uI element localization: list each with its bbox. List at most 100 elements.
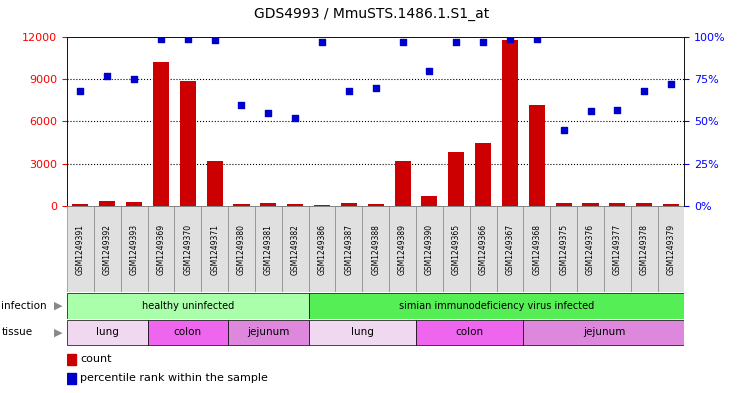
Bar <box>67 293 309 319</box>
Bar <box>67 354 76 365</box>
Text: infection: infection <box>1 301 47 311</box>
Text: GSM1249377: GSM1249377 <box>613 224 622 275</box>
Bar <box>362 206 389 292</box>
Text: GSM1249391: GSM1249391 <box>76 224 85 275</box>
Bar <box>609 203 626 206</box>
Point <box>397 39 408 45</box>
Bar <box>551 206 577 292</box>
Bar <box>67 206 94 292</box>
Bar <box>147 206 174 292</box>
Bar <box>469 206 496 292</box>
Text: GSM1249392: GSM1249392 <box>103 224 112 275</box>
Bar <box>556 203 571 206</box>
Point <box>236 101 248 108</box>
Bar <box>636 203 652 206</box>
Point <box>638 88 650 94</box>
Bar <box>631 206 658 292</box>
Bar <box>523 206 551 292</box>
Bar <box>416 320 523 345</box>
Point <box>370 84 382 91</box>
Text: ▶: ▶ <box>54 301 62 311</box>
Point <box>531 35 543 42</box>
Point <box>450 39 462 45</box>
Bar <box>368 204 384 206</box>
Bar <box>341 203 357 206</box>
Bar <box>604 206 631 292</box>
Bar <box>72 204 89 206</box>
Text: colon: colon <box>455 327 484 338</box>
Bar <box>99 201 115 206</box>
Bar <box>234 204 249 206</box>
Text: GSM1249378: GSM1249378 <box>640 224 649 275</box>
Text: GSM1249387: GSM1249387 <box>344 224 353 275</box>
Text: GSM1249390: GSM1249390 <box>425 224 434 275</box>
Text: healthy uninfected: healthy uninfected <box>141 301 234 311</box>
Bar <box>658 206 684 292</box>
Bar <box>577 206 604 292</box>
Point <box>316 39 328 45</box>
Text: GSM1249365: GSM1249365 <box>452 224 461 275</box>
Point <box>128 76 140 83</box>
Bar <box>443 206 469 292</box>
Bar <box>228 320 309 345</box>
Bar <box>448 152 464 206</box>
Point <box>208 37 220 44</box>
Bar <box>309 293 684 319</box>
Point <box>585 108 597 114</box>
Point <box>155 35 167 42</box>
Bar <box>126 202 142 206</box>
Bar <box>389 206 416 292</box>
Text: jejunum: jejunum <box>247 327 289 338</box>
Bar <box>394 161 411 206</box>
Point <box>101 73 113 79</box>
Bar <box>260 203 276 206</box>
Bar <box>147 320 228 345</box>
Point <box>612 107 623 113</box>
Point <box>423 68 435 74</box>
Text: lung: lung <box>351 327 373 338</box>
Point <box>343 88 355 94</box>
Point <box>558 127 570 133</box>
Text: lung: lung <box>96 327 119 338</box>
Bar <box>523 320 684 345</box>
Bar <box>583 203 599 206</box>
Bar <box>228 206 255 292</box>
Bar <box>496 206 523 292</box>
Point <box>504 35 516 42</box>
Text: GSM1249369: GSM1249369 <box>156 224 165 275</box>
Text: colon: colon <box>173 327 202 338</box>
Bar <box>121 206 147 292</box>
Point <box>477 39 489 45</box>
Bar <box>67 373 76 384</box>
Text: GSM1249376: GSM1249376 <box>586 224 595 275</box>
Bar <box>201 206 228 292</box>
Text: GSM1249367: GSM1249367 <box>505 224 514 275</box>
Bar <box>174 206 201 292</box>
Bar <box>416 206 443 292</box>
Bar <box>282 206 309 292</box>
Point <box>665 81 677 87</box>
Text: GSM1249375: GSM1249375 <box>559 224 568 275</box>
Text: GSM1249379: GSM1249379 <box>667 224 676 275</box>
Text: GSM1249381: GSM1249381 <box>264 224 273 275</box>
Point <box>182 35 193 42</box>
Text: ▶: ▶ <box>54 327 62 338</box>
Bar <box>180 81 196 206</box>
Bar <box>336 206 362 292</box>
Bar <box>663 204 679 206</box>
Text: GSM1249388: GSM1249388 <box>371 224 380 275</box>
Point <box>74 88 86 94</box>
Bar <box>309 320 416 345</box>
Text: count: count <box>80 354 112 364</box>
Bar <box>421 196 437 206</box>
Point <box>263 110 275 116</box>
Text: simian immunodeficiency virus infected: simian immunodeficiency virus infected <box>399 301 594 311</box>
Text: tissue: tissue <box>1 327 33 338</box>
Text: GSM1249382: GSM1249382 <box>291 224 300 275</box>
Text: GSM1249368: GSM1249368 <box>532 224 542 275</box>
Bar <box>314 204 330 206</box>
Bar <box>502 40 518 206</box>
Text: GSM1249370: GSM1249370 <box>183 224 192 275</box>
Text: percentile rank within the sample: percentile rank within the sample <box>80 373 269 383</box>
Text: jejunum: jejunum <box>583 327 625 338</box>
